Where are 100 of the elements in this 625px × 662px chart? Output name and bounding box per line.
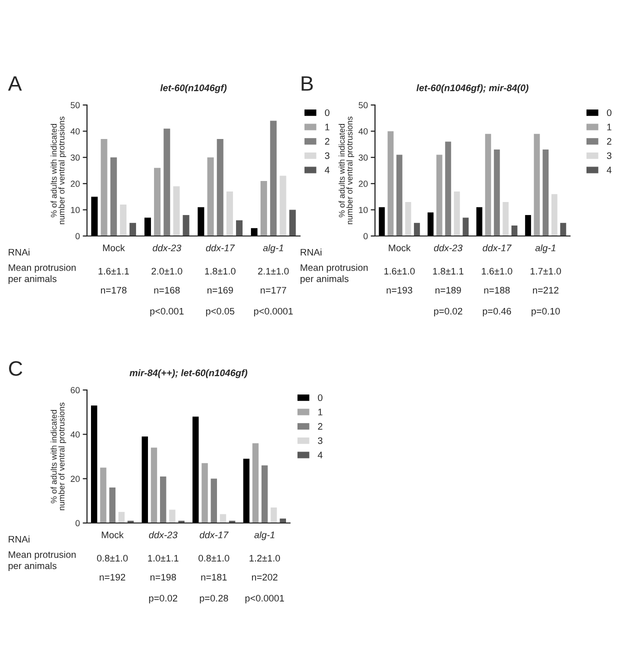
text: n=178 [100,286,126,294]
text: 0.8±1.0 [198,554,230,562]
text: B [302,76,313,91]
bar [169,510,176,523]
text: Mean protrusion per animals [8,264,76,284]
text: 2.1±1.0 [258,268,289,275]
bar [262,465,268,523]
bar [220,514,226,523]
bar [198,207,204,236]
bar [551,194,558,236]
text: n=189 [435,286,461,294]
text: C [9,361,22,376]
bar [405,202,412,236]
bar [511,226,518,236]
x-tick-label: Mock [103,244,125,252]
legend-label: 0 [324,109,330,116]
bar [280,176,286,236]
bar [192,416,199,523]
x-axis-title: RNAi [8,248,30,256]
y-tick-label: 40 [70,128,80,134]
legend-label: 0 [318,394,322,402]
legend-label: 2 [318,423,322,430]
y-tick-label: 40 [358,128,368,134]
text: 1.0±1.1 [148,554,178,562]
text: Mean protrusion per animals [300,264,368,284]
x-tick-label: Mock [388,244,411,252]
x-tick-label: ddx-17 [206,244,235,252]
text: n=168 [154,286,180,294]
y-tick-label: 20 [70,476,80,482]
text: A [8,76,22,91]
x-axis-title: RNAi [300,248,322,256]
bar [396,154,402,236]
x-tick-label: ddx-23 [434,244,462,252]
bar [289,210,296,236]
x-tick-label: ddx-17 [482,244,512,252]
bar [414,222,420,236]
text: p<0.001 [150,308,184,316]
bar [216,139,224,236]
bar [378,207,385,236]
y-tick-label: 0 [76,520,80,526]
bar [243,458,250,523]
text: 2.0±1.0 [152,268,182,275]
bar [207,157,214,236]
text: p=0.02 [149,594,178,604]
text: p<0.05 [206,308,234,316]
bar [542,150,549,236]
x-tick-label: Mock [102,531,124,538]
text: n=177 [260,286,286,294]
bar [252,443,259,523]
legend-label: 0 [606,109,612,116]
text: n=169 [207,286,233,294]
bar [260,180,268,236]
bar [91,196,98,236]
y-tick-label: 0 [364,233,368,240]
legend-label: 2 [325,138,330,145]
bar [436,154,442,236]
text: n=188 [484,286,510,294]
bar [144,218,151,236]
text: p=0.28 [200,594,228,604]
bar [110,157,117,236]
chart-title: mir-84(++); let-60(n1046gf) [130,369,248,378]
bar [210,478,217,523]
text: n=198 [150,574,176,581]
bar [270,120,277,236]
bar [160,476,166,523]
x-axis-title: RNAi [8,536,30,542]
bar [226,191,233,236]
bar [476,207,482,236]
y-tick-label: 0 [76,233,80,240]
legend-label: 1 [607,124,612,130]
legend-label: 4 [324,166,330,174]
text: 1.6±1.1 [98,268,129,275]
text: 1.6±1.0 [482,268,512,275]
x-tick-label: ddx-17 [200,531,229,538]
bar [454,191,460,236]
bar [202,463,208,523]
bar [120,204,126,236]
text: n=192 [100,574,126,581]
text: 0.8±1.0 [97,554,128,562]
x-tick-label: alg-1 [535,244,556,254]
text: p=0.10 [532,308,560,316]
bar [485,134,492,236]
bar [534,134,540,236]
bar [182,215,190,236]
x-tick-label: ddx-23 [152,244,182,252]
x-tick-label: alg-1 [263,244,284,254]
legend-label: 3 [318,437,322,444]
y-axis-title: % of adults with indicated number of ventral protrusions [50,402,66,510]
y-tick-label: 20 [70,180,80,187]
text: n=212 [532,286,558,294]
text: 1.8±1.1 [433,268,464,275]
y-tick-label: 50 [70,102,80,108]
bar [462,218,469,236]
bar [236,220,243,236]
legend-label: 4 [318,452,323,458]
text: p<0.0001 [245,594,284,604]
text: n=202 [252,574,278,581]
bar [445,142,452,236]
legend-label: 1 [318,408,322,416]
bar [428,212,434,236]
